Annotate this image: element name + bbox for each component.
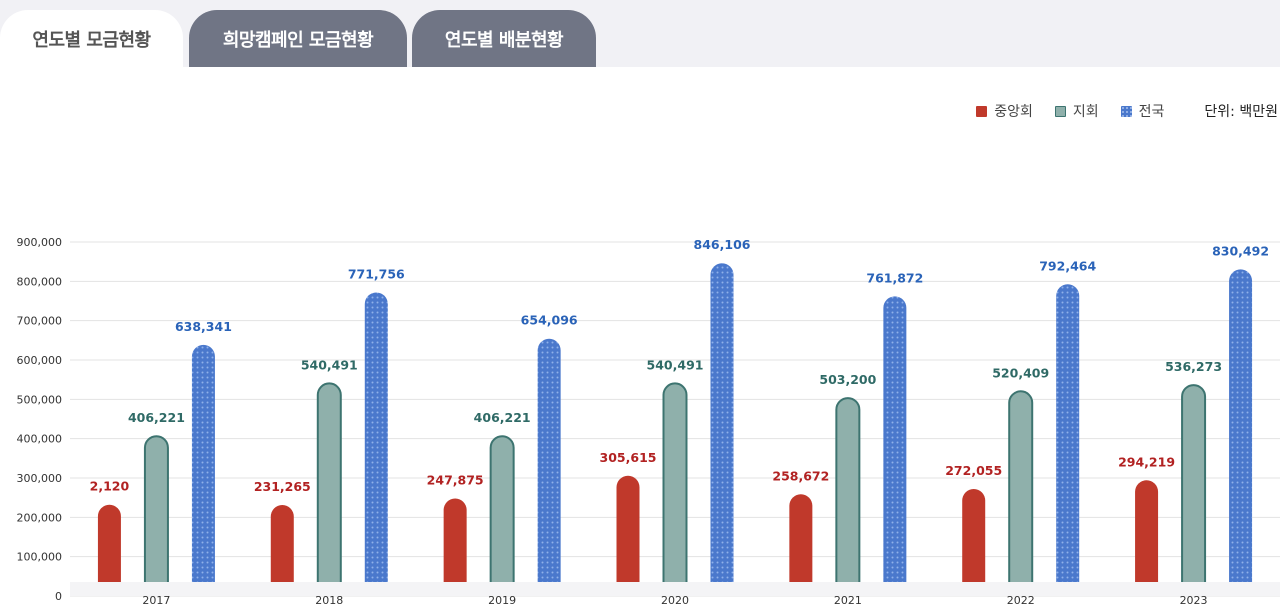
tab-bar: 연도별 모금현황 희망캠페인 모금현황 연도별 배분현황 (0, 0, 1280, 67)
data-label-national: 654,096 (521, 313, 578, 328)
bar-central-2023 (1135, 480, 1159, 582)
legend-item-central: 중앙회 (976, 101, 1033, 121)
legend-label-national: 전국 (1138, 104, 1165, 120)
data-label-central: 231,265 (254, 479, 311, 494)
data-label-branch: 520,409 (992, 365, 1049, 380)
bar-branch-2019 (489, 435, 515, 582)
x-category-label: 2022 (1007, 594, 1035, 607)
chart-legend: 중앙회 지회 전국 단위: 백만원 (976, 101, 1278, 121)
data-label-national: 792,464 (1039, 258, 1096, 273)
data-label-branch: 540,491 (301, 357, 358, 372)
data-label-central: 272,055 (945, 463, 1002, 478)
tab-yearly-distribution[interactable]: 연도별 배분현황 (412, 10, 596, 67)
tab-yearly-fundraising[interactable]: 연도별 모금현황 (0, 10, 183, 67)
x-category-label: 2021 (834, 594, 862, 607)
y-tick-label: 600,000 (17, 354, 63, 367)
data-label-national: 846,106 (694, 237, 751, 252)
data-label-national: 830,492 (1212, 243, 1269, 258)
bar-chart: 0 100,000 200,000 300,000 400,000 500,000 600,… (17, 236, 1280, 607)
y-tick-label: 700,000 (17, 315, 63, 328)
x-category-label: 2023 (1180, 594, 1208, 607)
legend-swatch-central (976, 105, 988, 117)
legend-label-branch: 지회 (1072, 104, 1099, 120)
bar-central-2020 (616, 475, 640, 582)
data-label-branch: 540,491 (647, 357, 704, 372)
data-label-national: 761,872 (866, 270, 923, 285)
bar-central-2018 (270, 505, 294, 582)
bar-branch-2023 (1181, 384, 1207, 582)
bar-national-2017 (191, 344, 215, 582)
data-label-branch: 406,221 (128, 410, 185, 425)
x-category-label: 2019 (488, 594, 516, 607)
data-label-national: 638,341 (175, 319, 232, 334)
y-tick-label: 400,000 (17, 433, 63, 446)
x-category-label: 2020 (661, 594, 689, 607)
bar-central-2019 (443, 498, 467, 582)
data-label-central: 305,615 (600, 450, 657, 465)
data-label-central: 247,875 (427, 473, 484, 488)
bar-branch-2020 (662, 382, 688, 582)
legend-swatch-national (1120, 105, 1132, 117)
x-category-label: 2018 (315, 594, 343, 607)
y-tick-label: 200,000 (17, 511, 63, 524)
bar-central-2017 (97, 504, 121, 582)
x-category-label: 2017 (142, 594, 170, 607)
y-tick-label: 800,000 (17, 275, 63, 288)
y-tick-label: 0 (55, 590, 62, 603)
y-tick-label: 100,000 (17, 551, 63, 564)
y-tick-label: 900,000 (17, 236, 63, 249)
bar-national-2018 (364, 292, 388, 582)
bar-national-2019 (537, 338, 561, 582)
bar-branch-2018 (316, 382, 342, 582)
data-label-branch: 406,221 (474, 410, 531, 425)
unit-label: 단위: 백만원 (1204, 104, 1278, 120)
bar-national-2020 (710, 263, 734, 582)
bar-central-2022 (962, 488, 986, 582)
legend-item-national: 전국 (1120, 101, 1165, 121)
legend-swatch-branch (1054, 105, 1066, 117)
tab-hope-campaign[interactable]: 희망캠페인 모금현황 (189, 10, 407, 67)
bar-national-2023 (1229, 269, 1253, 582)
data-label-branch: 536,273 (1165, 359, 1222, 374)
y-tick-label: 300,000 (17, 472, 63, 485)
data-label-branch: 503,200 (819, 372, 876, 387)
data-label-central: 2,120 (90, 479, 130, 494)
bar-branch-2022 (1008, 390, 1034, 582)
data-label-central: 258,672 (772, 468, 829, 483)
data-label-central: 294,219 (1118, 454, 1175, 469)
bar-branch-2021 (835, 397, 861, 582)
bar-national-2022 (1056, 284, 1080, 582)
legend-label-central: 중앙회 (994, 104, 1033, 120)
legend-item-branch: 지회 (1054, 101, 1099, 121)
axis-band (70, 582, 1280, 596)
bar-central-2021 (789, 494, 813, 582)
bar-national-2021 (883, 296, 907, 582)
y-tick-label: 500,000 (17, 393, 63, 406)
data-label-national: 771,756 (348, 266, 405, 281)
bar-branch-2017 (143, 435, 169, 582)
